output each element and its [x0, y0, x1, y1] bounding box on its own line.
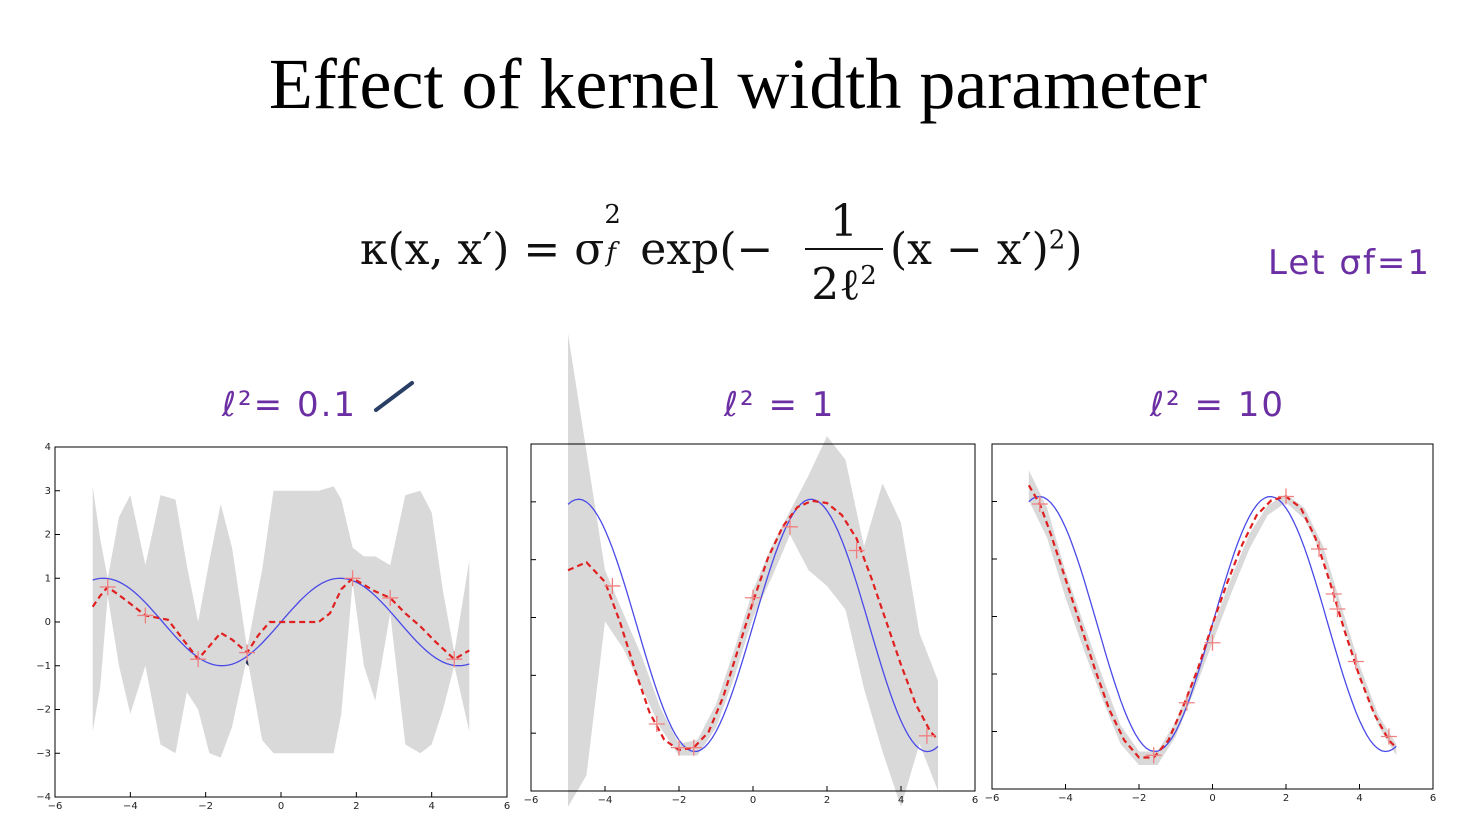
- formula-exp: exp(−: [626, 224, 774, 275]
- x-tick-label: −6: [524, 795, 539, 806]
- training-point-marker: [782, 518, 798, 535]
- true-function-line: [567, 498, 939, 753]
- x-tick-label: −4: [1058, 793, 1073, 804]
- y-tick-label: −1: [36, 661, 51, 672]
- training-point-marker: [1278, 488, 1294, 505]
- formula-close: ): [1065, 224, 1083, 275]
- y-tick-label: −3: [36, 748, 51, 759]
- x-tick-label: 0: [278, 801, 284, 812]
- training-point-marker: [1380, 728, 1397, 745]
- formula-den-sup: 2: [860, 261, 877, 291]
- y-tick-label: 1: [45, 573, 51, 584]
- formula-rest: (x − x′)2): [890, 224, 1083, 275]
- training-point-marker: [1325, 586, 1342, 602]
- formula-den-base: 2ℓ: [811, 259, 861, 311]
- training-point-marker: [190, 651, 207, 668]
- x-tick-label: 4: [898, 795, 904, 806]
- formula-sigma-sup: 2: [604, 200, 621, 230]
- training-point-marker: [344, 570, 361, 587]
- training-point-marker: [239, 644, 256, 661]
- x-tick-label: 6: [1430, 793, 1436, 804]
- chart-panel-2: −6 −4 −2 0 2 4 6: [524, 333, 978, 807]
- training-point-marker: [685, 739, 702, 756]
- true-function-line: [1028, 495, 1397, 753]
- training-point-marker: [1204, 634, 1221, 651]
- x-tick-label: 6: [972, 795, 978, 806]
- x-tick-label: 2: [824, 795, 830, 806]
- training-point-marker: [1329, 601, 1346, 617]
- plot-frame: [991, 443, 1434, 790]
- y-tick-label: −2: [36, 705, 51, 716]
- training-point-marker: [1311, 541, 1328, 557]
- formula-fraction-bar: [805, 248, 883, 250]
- training-point-marker: [446, 651, 463, 668]
- posterior-mean-line: [91, 576, 470, 661]
- formula-numerator: 1: [830, 196, 858, 247]
- annotation-panel1: ℓ²= 0.1: [222, 385, 358, 425]
- x-tick-label: −4: [123, 801, 138, 812]
- annotation-let-sigma: Let σf=1: [1268, 243, 1432, 283]
- x-tick-label: −4: [598, 795, 613, 806]
- formula-kappa: κ(x, x′) = σ: [360, 224, 605, 275]
- training-point-marker: [1178, 694, 1195, 711]
- x-tick-label: 6: [504, 801, 510, 812]
- y-tick-label: 4: [45, 442, 51, 453]
- y-tick-label: 2: [45, 530, 51, 541]
- x-tick-label: 0: [1209, 793, 1215, 804]
- confidence-band: [568, 333, 938, 807]
- training-point-marker: [99, 579, 116, 595]
- training-point-marker: [604, 577, 621, 594]
- formula-denominator: 2ℓ2: [805, 252, 883, 310]
- annotation-panel2: ℓ² = 1: [724, 385, 836, 425]
- x-tick-label: −6: [48, 801, 63, 812]
- training-point-marker: [382, 589, 399, 606]
- x-tick-label: 2: [1283, 793, 1289, 804]
- x-tick-label: 2: [353, 801, 359, 812]
- training-point-marker: [137, 607, 154, 624]
- posterior-mean-line: [567, 499, 939, 752]
- x-tick-label: 0: [750, 795, 756, 806]
- formula-rest-sup: 2: [1048, 225, 1066, 256]
- x-tick-label: 4: [1356, 793, 1362, 804]
- x-tick-label: −2: [198, 801, 213, 812]
- page-title: Effect of kernel width parameter: [268, 44, 1208, 124]
- x-tick-label: −2: [1132, 793, 1147, 804]
- training-point-marker: [1031, 496, 1048, 512]
- x-tick-label: 4: [428, 801, 434, 812]
- y-tick-label: 0: [45, 617, 51, 628]
- formula-rest-base: (x − x′): [890, 224, 1049, 275]
- training-point-marker: [1145, 747, 1162, 764]
- y-tick-label: 3: [45, 486, 51, 497]
- y-tick-label: −4: [36, 792, 51, 803]
- annotation-panel3: ℓ² = 10: [1150, 385, 1286, 425]
- x-tick-label: −6: [985, 793, 1000, 804]
- training-point-marker: [848, 542, 865, 559]
- training-point-marker: [648, 715, 665, 732]
- confidence-band: [1028, 470, 1397, 765]
- formula-sigma-sub: f: [606, 238, 616, 268]
- pen-stroke-slash: [374, 381, 414, 412]
- x-tick-label: −2: [672, 795, 687, 806]
- posterior-mean-line: [1027, 484, 1398, 759]
- formula-fraction: 1 2ℓ2: [805, 198, 883, 310]
- training-point-marker: [671, 739, 687, 756]
- training-point-marker: [745, 589, 761, 606]
- chart-panel-3: −6 −4 −2 0 2 4 6: [985, 443, 1436, 804]
- training-point-marker: [918, 727, 935, 744]
- training-point-marker: [1347, 653, 1364, 670]
